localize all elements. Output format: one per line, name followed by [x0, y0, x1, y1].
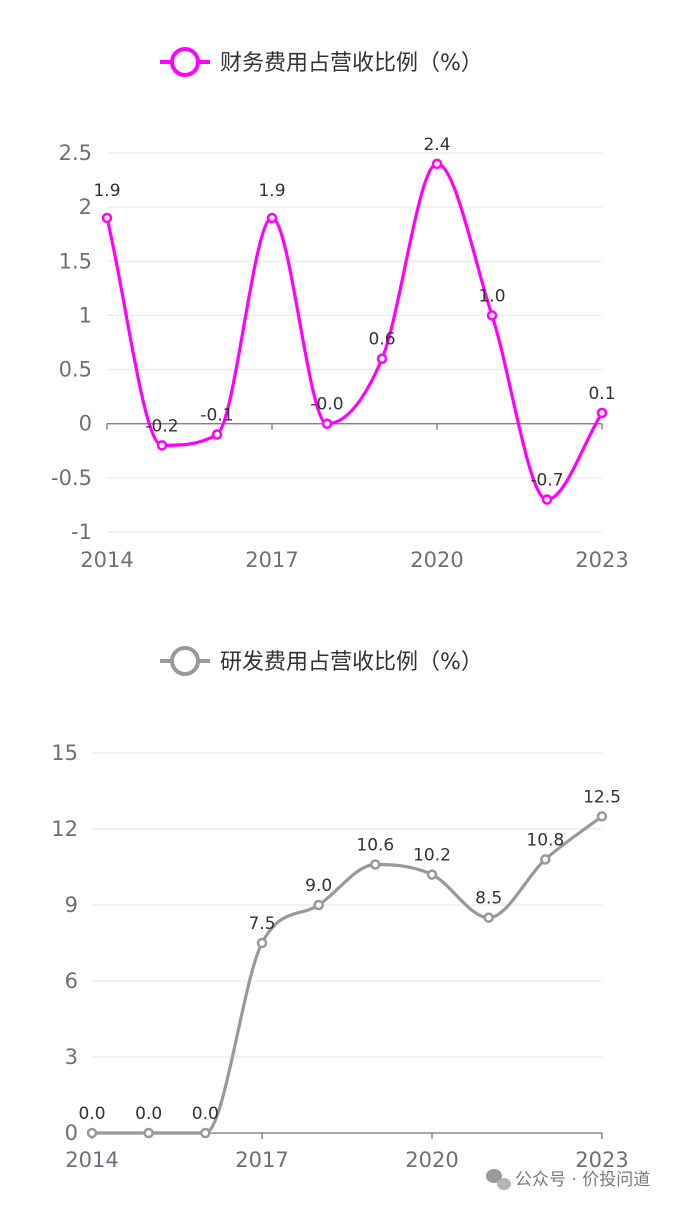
data-point[interactable] — [426, 869, 438, 880]
y-tick-label: -0.5 — [51, 466, 92, 490]
data-point[interactable] — [486, 310, 498, 321]
wechat-icon — [486, 1169, 511, 1190]
data-label: 8.5 — [475, 889, 502, 909]
data-label: 0.6 — [368, 330, 395, 350]
legend[interactable]: 财务费用占营收比例（%） — [160, 47, 483, 77]
series-line — [92, 815, 603, 1135]
watermark: 公众号 · 价投问道 — [486, 1169, 650, 1190]
data-point[interactable] — [596, 811, 608, 822]
legend-marker-icon — [170, 646, 200, 676]
y-tick-label: -1 — [71, 520, 92, 544]
legend-label: 研发费用占营收比例（%） — [220, 650, 483, 675]
data-point[interactable] — [541, 494, 553, 505]
watermark-text: 公众号 · 价投问道 — [515, 1170, 650, 1190]
data-label: 1.9 — [258, 181, 285, 201]
y-tick-label: 0 — [79, 412, 92, 436]
data-label: 12.5 — [583, 787, 621, 807]
data-label: 10.2 — [413, 846, 451, 866]
data-point[interactable] — [211, 429, 223, 440]
data-point[interactable] — [143, 1127, 154, 1139]
x-tick-label: 2023 — [575, 548, 628, 572]
y-tick-label: 12 — [51, 817, 78, 841]
data-label: 10.6 — [356, 835, 394, 855]
data-label: 0.0 — [192, 1104, 219, 1124]
data-point[interactable] — [431, 158, 443, 170]
x-tick-label: 2023 — [575, 1148, 628, 1172]
data-point[interactable] — [313, 899, 324, 911]
y-tick-label: 9 — [65, 893, 78, 917]
y-tick-label: 0.5 — [59, 358, 92, 382]
x-tick-label: 2020 — [410, 548, 463, 572]
data-point[interactable] — [86, 1127, 98, 1139]
data-label: 0.0 — [135, 1104, 162, 1124]
y-tick-label: 1.5 — [59, 249, 92, 273]
data-point[interactable] — [266, 212, 278, 224]
legend-marker-icon — [170, 47, 200, 77]
data-point[interactable] — [321, 418, 333, 429]
data-label: 0.0 — [78, 1104, 105, 1124]
x-tick-label: 2014 — [80, 548, 133, 572]
legend-label: 财务费用占营收比例（%） — [220, 51, 483, 76]
legend[interactable]: 研发费用占营收比例（%） — [160, 646, 483, 676]
data-label: 7.5 — [248, 914, 275, 934]
rd-expense-ratio-chart: 研发费用占营收比例（%） 0 3 6 9 12 15 2014 2017 2020 2023 0.0 0… — [51, 646, 629, 1172]
y-tick-label: 3 — [65, 1045, 78, 1069]
series-line — [105, 162, 604, 502]
data-point[interactable] — [370, 859, 381, 870]
data-point[interactable] — [483, 912, 494, 923]
y-tick-label: 2.5 — [59, 141, 92, 165]
y-tick-label: 15 — [51, 741, 78, 765]
data-point[interactable] — [376, 353, 388, 364]
data-point[interactable] — [256, 937, 268, 949]
x-tick-label: 2017 — [235, 1148, 288, 1172]
data-label: 9.0 — [305, 876, 332, 896]
data-label: -0.1 — [200, 406, 233, 426]
y-tick-label: 1 — [79, 303, 92, 327]
data-label: -0.7 — [530, 471, 563, 491]
x-tick-label: 2017 — [245, 548, 298, 572]
y-tick-label: 2 — [79, 195, 92, 219]
data-point[interactable] — [540, 854, 551, 865]
data-label: 1.0 — [478, 286, 505, 306]
finance-expense-ratio-chart: 财务费用占营收比例（%） -1 -0.5 0 0.5 1 1.5 2 2.5 2014 2017 20… — [51, 47, 629, 572]
y-tick-label: 6 — [65, 969, 78, 993]
data-label: -0.2 — [145, 416, 178, 436]
data-point[interactable] — [156, 440, 168, 451]
data-label: 1.9 — [93, 181, 120, 201]
x-tick-label: 2014 — [65, 1148, 118, 1172]
data-label: 2.4 — [423, 135, 450, 155]
data-point[interactable] — [200, 1127, 211, 1139]
data-label: 10.8 — [526, 830, 564, 850]
data-point[interactable] — [101, 212, 113, 224]
data-label: -0.0 — [310, 395, 343, 415]
x-tick-label: 2020 — [405, 1148, 458, 1172]
data-label: 0.1 — [588, 384, 615, 404]
y-tick-label: 0 — [65, 1121, 78, 1145]
data-point[interactable] — [596, 407, 608, 419]
